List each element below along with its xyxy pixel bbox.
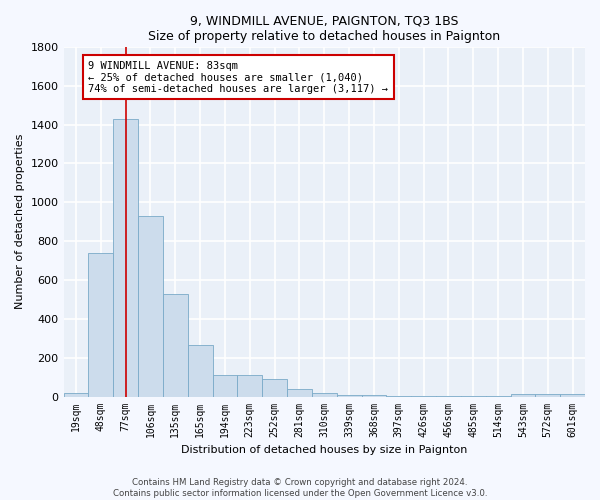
Bar: [238, 375, 262, 396]
Bar: [312, 392, 337, 396]
Bar: [262, 379, 287, 396]
Text: Contains HM Land Registry data © Crown copyright and database right 2024.
Contai: Contains HM Land Registry data © Crown c…: [113, 478, 487, 498]
Bar: [535, 394, 560, 396]
Title: 9, WINDMILL AVENUE, PAIGNTON, TQ3 1BS
Size of property relative to detached hous: 9, WINDMILL AVENUE, PAIGNTON, TQ3 1BS Si…: [148, 15, 500, 43]
Bar: [64, 392, 88, 396]
Bar: [113, 119, 138, 396]
Text: 9 WINDMILL AVENUE: 83sqm
← 25% of detached houses are smaller (1,040)
74% of sem: 9 WINDMILL AVENUE: 83sqm ← 25% of detach…: [88, 60, 388, 94]
Bar: [138, 216, 163, 396]
Bar: [163, 294, 188, 397]
Bar: [212, 375, 238, 396]
Bar: [362, 395, 386, 396]
Bar: [511, 394, 535, 396]
Y-axis label: Number of detached properties: Number of detached properties: [15, 134, 25, 310]
Bar: [88, 253, 113, 396]
Bar: [337, 395, 362, 396]
X-axis label: Distribution of detached houses by size in Paignton: Distribution of detached houses by size …: [181, 445, 467, 455]
Bar: [287, 389, 312, 396]
Bar: [560, 394, 585, 396]
Bar: [188, 345, 212, 397]
